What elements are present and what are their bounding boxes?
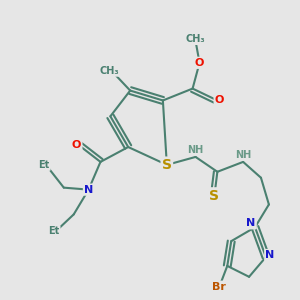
Text: CH₃: CH₃ [186,34,206,44]
Text: S: S [209,189,219,202]
Text: NH: NH [235,150,251,160]
Text: NH: NH [188,145,204,155]
Text: O: O [215,95,224,106]
Text: Et: Et [48,226,59,236]
Text: Br: Br [212,282,226,292]
Text: Et: Et [38,160,50,170]
Text: N: N [84,184,93,195]
Text: O: O [72,140,81,150]
Text: N: N [246,218,256,228]
Text: S: S [162,158,172,172]
Text: O: O [195,58,204,68]
Text: CH₃: CH₃ [100,66,119,76]
Text: N: N [265,250,274,260]
